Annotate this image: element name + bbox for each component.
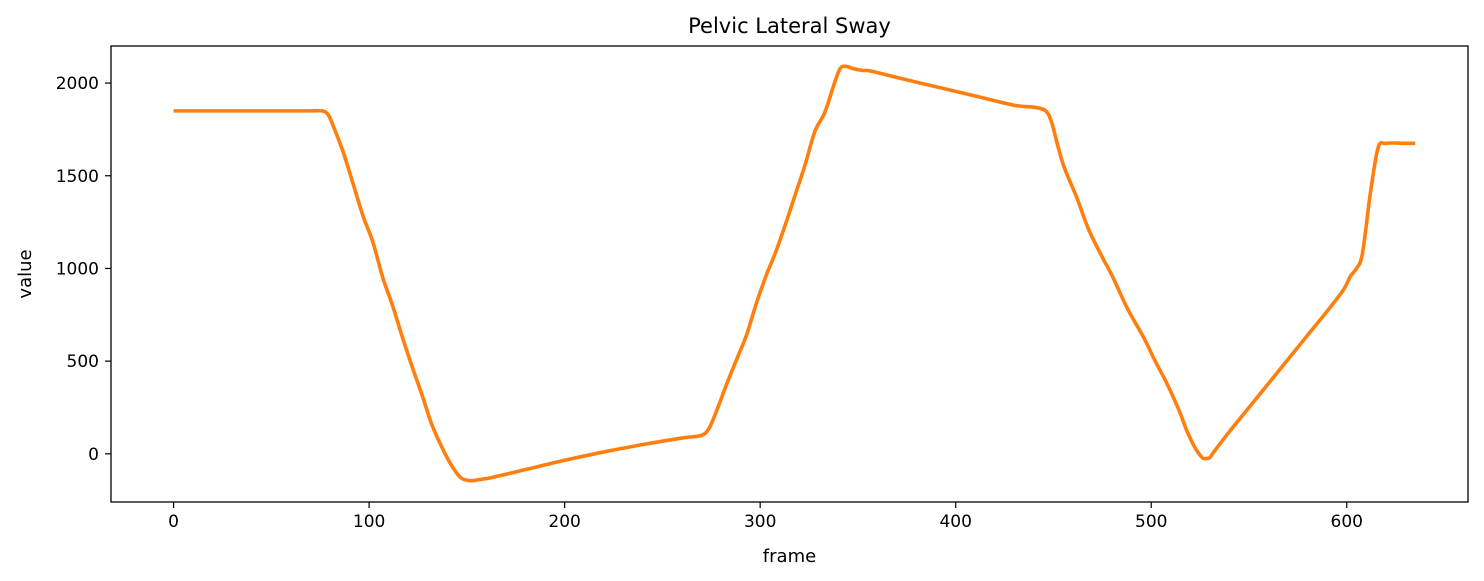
x-tick-label: 100: [353, 512, 385, 532]
x-tick-label: 200: [548, 512, 580, 532]
x-tick-label: 300: [744, 512, 776, 532]
x-tick-label: 600: [1331, 512, 1363, 532]
x-axis-ticks: 0 100 200 300 400 500 600: [168, 502, 1363, 532]
series-layer: [173, 64, 1416, 483]
x-tick-label: 400: [939, 512, 971, 532]
chart-title: Pelvic Lateral Sway: [688, 14, 891, 38]
y-tick-label: 1000: [56, 259, 99, 279]
x-tick-label: 500: [1135, 512, 1167, 532]
y-tick-label: 500: [67, 352, 99, 372]
series-line-0: [173, 64, 1416, 483]
y-tick-label: 1500: [56, 167, 99, 187]
y-axis-ticks: 0 500 1000 1500 2000: [56, 74, 111, 465]
x-axis-label: frame: [763, 546, 816, 567]
y-tick-label: 2000: [56, 74, 99, 94]
plot-area-background: [111, 46, 1468, 502]
y-tick-label: 0: [88, 445, 99, 465]
plot-area-frame: [110, 45, 1469, 503]
x-tick-label: 0: [168, 512, 179, 532]
y-axis-label: value: [15, 249, 36, 298]
